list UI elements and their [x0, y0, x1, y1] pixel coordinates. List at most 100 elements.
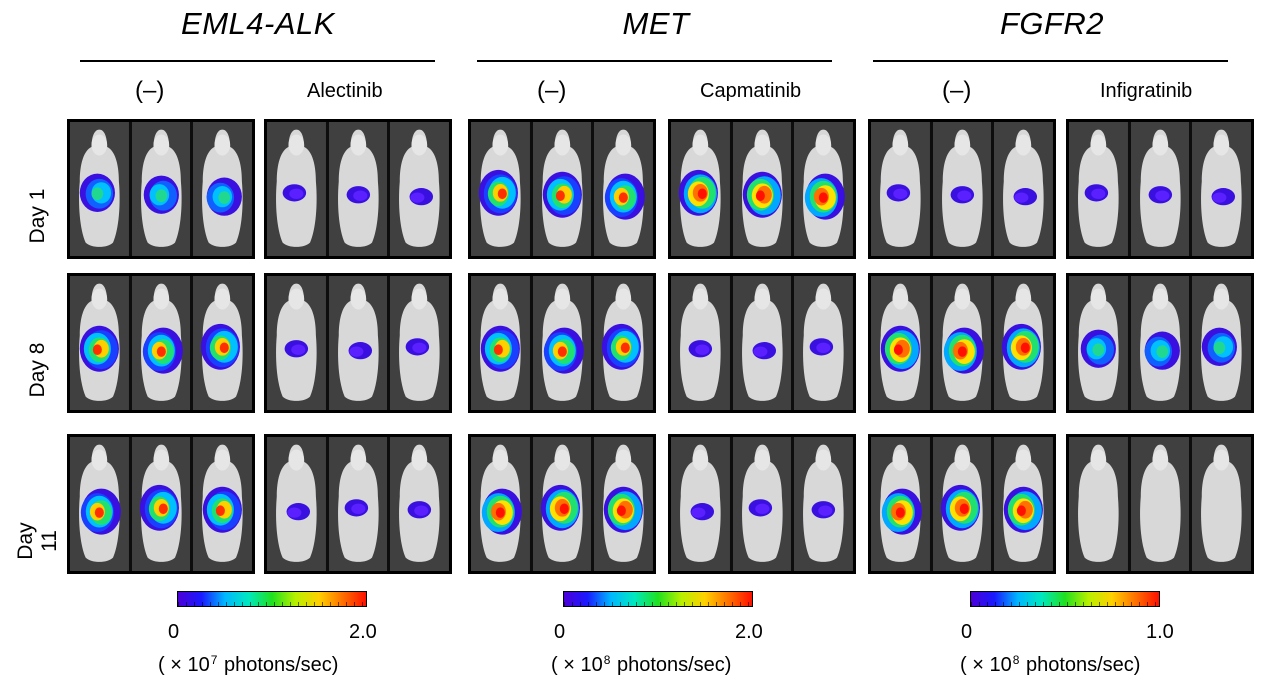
signal-blob — [697, 188, 707, 200]
mouse-image — [994, 276, 1053, 410]
signal-blob — [350, 503, 366, 514]
signal-blob — [695, 344, 710, 355]
mouse-cell — [671, 276, 730, 410]
mouse-cell — [594, 437, 653, 571]
signal-blob — [691, 507, 706, 518]
signal-blob — [893, 188, 908, 199]
signal-blob — [156, 346, 166, 357]
mouse-image — [193, 122, 252, 256]
imaging-panel — [67, 434, 255, 574]
mouse-cell — [1069, 437, 1128, 571]
imaging-panel — [264, 273, 452, 413]
mouse-cell — [794, 276, 853, 410]
signal-blob — [559, 503, 569, 515]
mouse-cell — [193, 276, 252, 410]
mouse-cell — [328, 276, 388, 410]
mouse-image — [594, 276, 653, 410]
mouse-cell — [794, 122, 853, 256]
mouse-image — [1130, 122, 1190, 256]
mouse-cell — [193, 437, 252, 571]
imaging-panel — [868, 273, 1056, 413]
mouse-image — [471, 437, 530, 571]
signal-blob — [557, 346, 567, 357]
mouse-image — [871, 437, 930, 571]
mouse-image — [70, 437, 129, 571]
imaging-panel — [868, 119, 1056, 259]
gene-title-met: MET — [622, 6, 690, 41]
signal-blob — [1092, 343, 1105, 357]
mouse-image — [193, 276, 252, 410]
signal-blob — [349, 346, 364, 357]
mouse-image — [267, 276, 326, 410]
colorbar-unit-met: ( × 108 photons/sec) — [551, 653, 732, 676]
signal-blob — [959, 503, 969, 515]
signal-blob — [155, 189, 167, 203]
mouse-cell — [994, 276, 1053, 410]
mouse-cell — [1069, 276, 1128, 410]
condition-control-met: (–) — [537, 77, 567, 104]
mouse-image — [594, 437, 653, 571]
mouse-image — [932, 122, 992, 256]
imaging-panel — [468, 434, 656, 574]
mouse-body — [1078, 444, 1119, 562]
signal-blob — [1154, 190, 1170, 201]
mouse-image — [532, 122, 592, 256]
condition-drug-capmatinib: Capmatinib — [700, 80, 802, 102]
imaging-panel — [67, 273, 255, 413]
mouse-cell — [871, 276, 930, 410]
row-label-day-1: Day 1 — [26, 188, 49, 244]
colorbar-max-eml4-alk: 2.0 — [349, 621, 377, 643]
mouse-cell — [390, 437, 449, 571]
signal-blob — [220, 342, 230, 354]
signal-blob — [1156, 345, 1168, 358]
mouse-image — [532, 437, 592, 571]
mouse-cell — [594, 122, 653, 256]
imaging-panel — [468, 119, 656, 259]
mouse-body — [1139, 444, 1181, 562]
mouse-cell — [390, 276, 449, 410]
signal-blob — [753, 346, 768, 357]
mouse-cell — [70, 122, 129, 256]
signal-blob — [619, 192, 629, 203]
colorbar-met — [563, 591, 753, 607]
colorbar-unit-fgfr2: ( × 108 photons/sec) — [960, 653, 1141, 676]
mouse-cell — [532, 276, 592, 410]
mouse-image — [1130, 437, 1190, 571]
signal-blob — [91, 187, 104, 201]
signal-blob — [289, 188, 304, 199]
mouse-image — [1069, 437, 1128, 571]
mouse-cell — [70, 437, 129, 571]
signal-blob — [1014, 192, 1029, 203]
mouse-image — [131, 437, 191, 571]
signal-blob — [755, 190, 765, 202]
mouse-image — [390, 276, 449, 410]
imaging-panel — [668, 119, 856, 259]
signal-blob — [816, 342, 831, 353]
imaging-panel — [1066, 273, 1254, 413]
colorbar-max-fgfr2: 1.0 — [1146, 621, 1174, 643]
signal-blob — [754, 503, 770, 514]
signal-blob — [218, 191, 231, 204]
mouse-image — [871, 122, 930, 256]
signal-blob — [1213, 341, 1226, 355]
mouse-cell — [532, 122, 592, 256]
mouse-cell — [732, 437, 792, 571]
row-label-day-8: Day 8 — [26, 342, 49, 398]
mouse-image — [131, 122, 191, 256]
mouse-image — [131, 276, 191, 410]
mouse-cell — [1130, 437, 1190, 571]
mouse-image — [871, 276, 930, 410]
signal-blob — [158, 503, 168, 515]
mouse-cell — [328, 437, 388, 571]
mouse-cell — [131, 276, 191, 410]
imaging-panel — [1066, 434, 1254, 574]
mouse-cell — [932, 276, 992, 410]
mouse-image — [732, 437, 792, 571]
mouse-image — [328, 276, 388, 410]
signal-blob — [291, 344, 306, 355]
mouse-cell — [1192, 276, 1251, 410]
signal-blob — [893, 344, 903, 356]
mouse-cell — [131, 437, 191, 571]
mouse-cell — [267, 122, 326, 256]
mouse-cell — [994, 122, 1053, 256]
